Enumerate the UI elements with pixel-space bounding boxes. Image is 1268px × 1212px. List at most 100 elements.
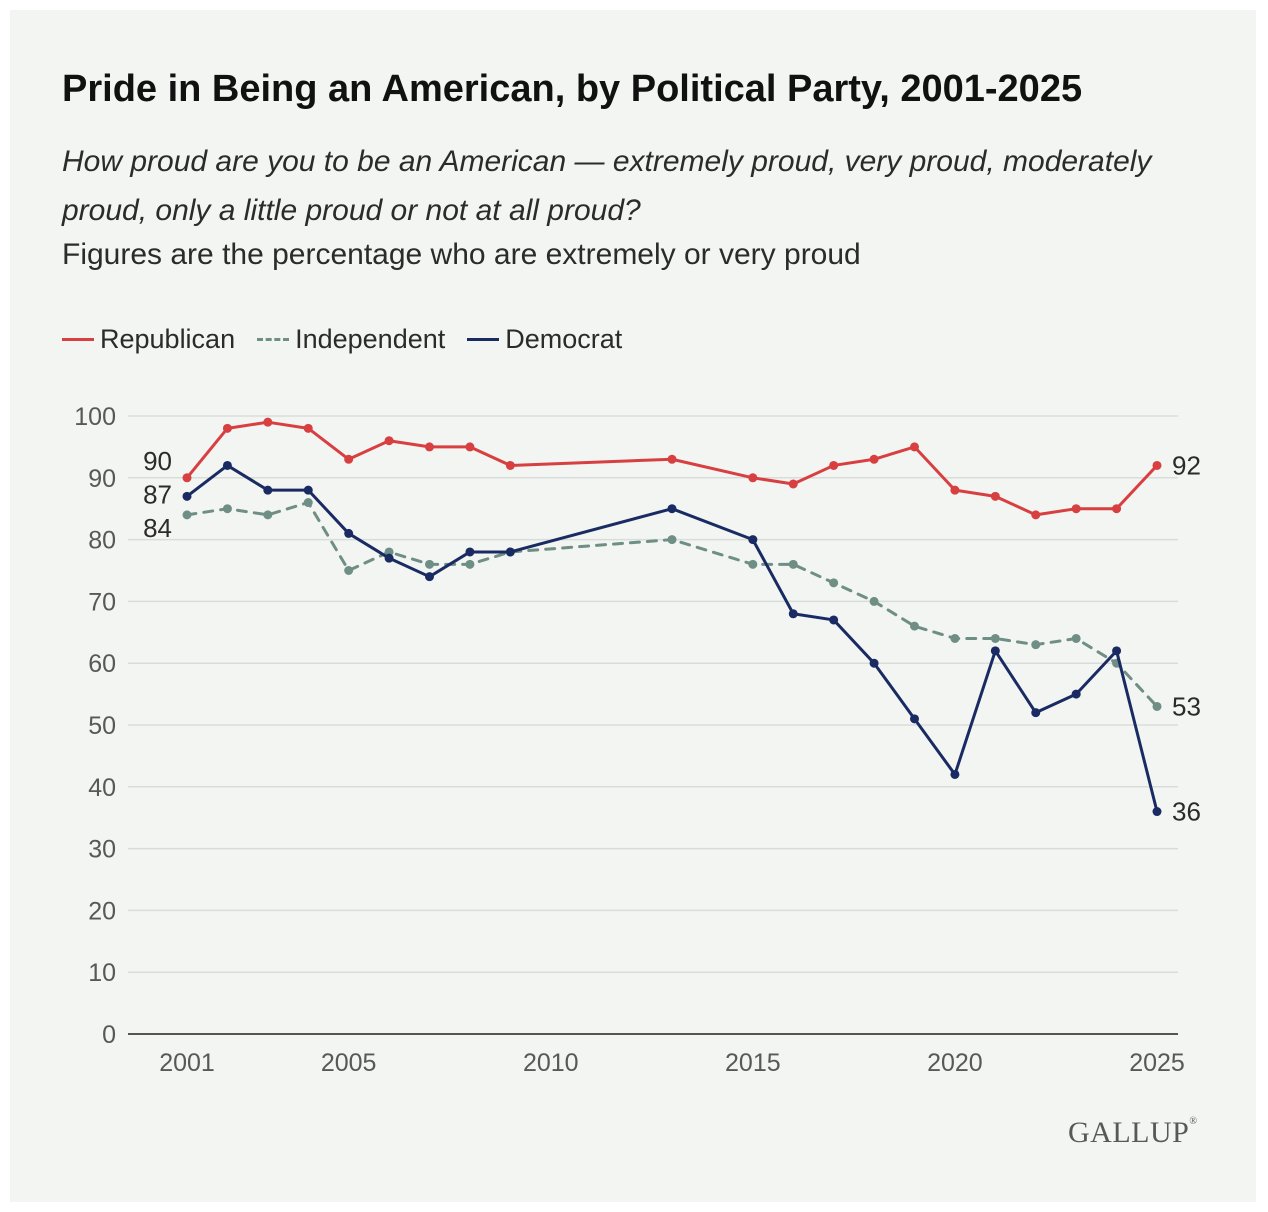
data-point-republican	[1071, 504, 1081, 514]
gallup-logo-text: GALLUP	[1068, 1116, 1190, 1149]
data-point-independent	[425, 559, 434, 569]
data-point-independent	[748, 559, 758, 569]
data-point-democrat	[425, 572, 434, 582]
data-point-republican	[950, 485, 960, 495]
data-point-independent	[1031, 640, 1041, 650]
data-point-republican	[1031, 510, 1041, 520]
data-point-democrat	[869, 658, 879, 668]
data-point-republican	[505, 460, 515, 470]
chart-legend: Republican Independent Democrat	[62, 324, 644, 355]
data-point-independent	[829, 578, 839, 588]
x-tick-label: 2005	[321, 1049, 377, 1077]
data-point-democrat	[667, 504, 677, 514]
data-point-democrat	[1031, 708, 1041, 718]
data-point-republican	[384, 436, 394, 446]
data-label-independent: 84	[143, 513, 172, 543]
y-tick-label: 40	[88, 774, 116, 802]
data-point-republican	[344, 454, 354, 464]
y-tick-label: 60	[88, 650, 116, 678]
data-point-republican	[748, 473, 758, 483]
legend-label-independent: Independent	[295, 324, 446, 354]
data-point-republican	[222, 423, 232, 433]
legend-label-democrat: Democrat	[505, 324, 623, 354]
data-point-republican	[1112, 504, 1122, 514]
x-tick-label: 2001	[159, 1049, 215, 1077]
data-point-democrat	[1071, 689, 1081, 699]
data-point-democrat	[1152, 807, 1162, 817]
data-point-independent	[869, 596, 879, 606]
y-tick-label: 80	[88, 527, 116, 555]
data-point-democrat	[1112, 646, 1122, 656]
data-point-independent	[667, 535, 677, 545]
data-point-democrat	[344, 528, 354, 538]
data-point-democrat	[910, 714, 919, 724]
legend-item-democrat[interactable]: Democrat	[467, 324, 622, 355]
data-point-democrat	[263, 485, 273, 495]
data-point-democrat	[505, 547, 515, 557]
data-point-independent	[263, 510, 273, 520]
data-point-democrat	[303, 485, 313, 495]
data-point-democrat	[748, 535, 758, 545]
y-tick-label: 70	[88, 588, 116, 616]
data-point-democrat	[222, 460, 232, 470]
data-label-republican: 92	[1172, 450, 1201, 480]
data-point-independent	[465, 559, 475, 569]
data-point-independent	[1152, 701, 1162, 711]
legend-item-republican[interactable]: Republican	[62, 324, 235, 355]
data-point-independent	[950, 633, 960, 643]
y-tick-label: 30	[88, 836, 116, 864]
data-label-republican: 90	[143, 446, 172, 476]
chart-card: Pride in Being an American, by Political…	[10, 10, 1256, 1202]
legend-swatch-republican	[62, 338, 94, 341]
legend-swatch-independent	[257, 338, 290, 341]
y-tick-label: 90	[88, 465, 116, 493]
data-point-republican	[465, 442, 475, 452]
survey-question: How proud are you to be an American — ex…	[62, 145, 1152, 227]
series-line-republican	[185, 420, 1159, 517]
data-label-democrat: 36	[1172, 797, 1201, 827]
data-point-independent	[344, 566, 354, 575]
data-point-independent	[222, 504, 232, 514]
data-point-democrat	[182, 491, 192, 501]
gallup-logo: GALLUP®	[1068, 1116, 1197, 1150]
data-point-republican	[667, 454, 677, 464]
legend-swatch-democrat	[467, 338, 500, 341]
legend-label-republican: Republican	[100, 324, 236, 354]
series-line-democrat	[185, 463, 1159, 814]
chart-title: Pride in Being an American, by Political…	[62, 68, 1083, 110]
x-tick-label: 2025	[1129, 1049, 1185, 1077]
data-point-independent	[990, 633, 1000, 643]
data-point-independent	[910, 621, 919, 631]
data-point-republican	[182, 473, 192, 483]
y-tick-label: 100	[74, 403, 116, 431]
x-tick-label: 2020	[927, 1049, 983, 1077]
data-point-democrat	[384, 553, 394, 563]
data-point-democrat	[829, 615, 839, 625]
legend-item-independent[interactable]: Independent	[257, 324, 445, 355]
y-tick-label: 0	[102, 1021, 116, 1049]
gallup-logo-mark: ®	[1189, 1116, 1198, 1127]
data-point-republican	[910, 442, 919, 452]
data-point-independent	[303, 498, 313, 508]
y-tick-label: 10	[88, 959, 116, 987]
data-point-republican	[425, 442, 434, 452]
data-point-independent	[788, 559, 798, 569]
data-point-democrat	[950, 769, 960, 779]
x-tick-label: 2010	[523, 1049, 579, 1077]
data-point-republican	[990, 491, 1000, 501]
data-label-democrat: 87	[143, 479, 172, 509]
data-point-democrat	[465, 547, 475, 557]
data-point-republican	[829, 460, 839, 470]
data-point-democrat	[990, 646, 1000, 656]
figures-note: Figures are the percentage who are extre…	[62, 238, 861, 271]
data-point-republican	[303, 423, 313, 433]
x-tick-label: 2015	[725, 1049, 781, 1077]
y-tick-label: 20	[88, 897, 116, 925]
data-point-democrat	[788, 609, 798, 619]
data-label-independent: 53	[1172, 691, 1201, 721]
data-point-republican	[263, 417, 273, 427]
data-point-independent	[182, 510, 192, 520]
data-point-independent	[1071, 633, 1081, 643]
y-tick-label: 50	[88, 712, 116, 740]
